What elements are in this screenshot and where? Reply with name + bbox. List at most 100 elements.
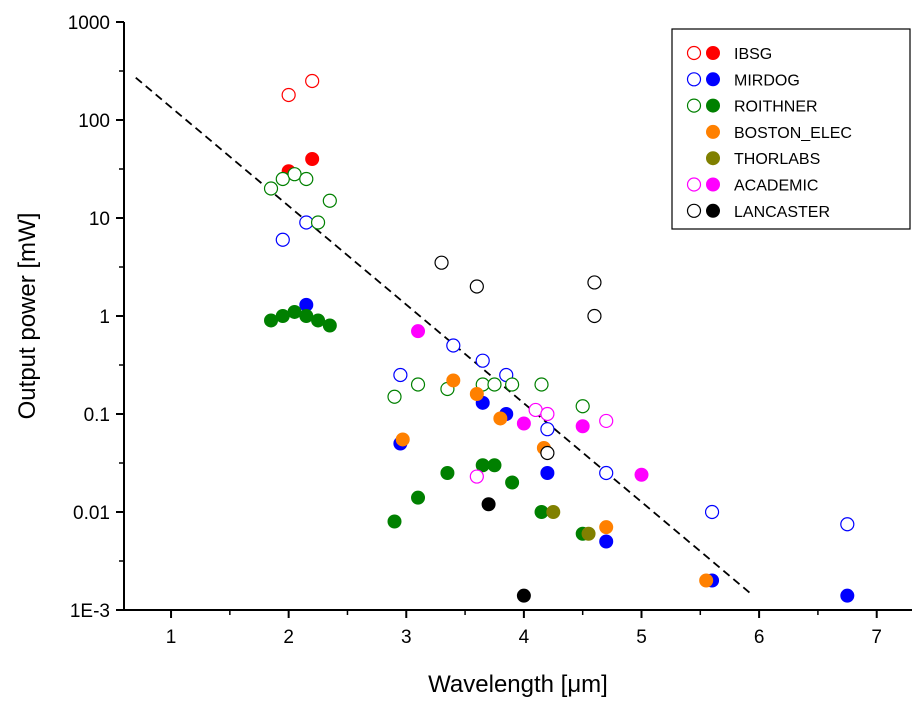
legend-label-lancaster: LANCASTER (734, 204, 830, 221)
point-lancaster-filled (516, 588, 531, 603)
x-tick-label: 5 (636, 627, 647, 648)
legend-marker-open-lancaster (686, 203, 702, 218)
point-roithner-filled (299, 309, 314, 323)
x-tick-label: 3 (401, 627, 412, 648)
point-academic-filled (516, 416, 531, 431)
point-roithner-filled (505, 475, 520, 490)
legend-marker-open-academic (686, 177, 702, 192)
point-boston-elec-filled (469, 386, 484, 401)
legend-label-academic: ACADEMIC (734, 178, 818, 195)
legend-marker-filled-mirdog (706, 72, 720, 87)
legend-marker-filled-academic (706, 177, 720, 192)
y-axis-title: Output power [mW] (14, 213, 41, 420)
legend-marker-open-ibsg (686, 45, 702, 61)
point-mirdog-open (704, 504, 720, 520)
legend-marker-filled-ibsg (706, 46, 720, 60)
point-mirdog-open (393, 367, 408, 383)
point-thorlabs-filled (581, 526, 596, 541)
point-roithner-open (387, 389, 402, 404)
y-tick-label: 1 (99, 307, 110, 328)
point-lancaster-open (469, 279, 484, 294)
point-roithner-filled (411, 490, 426, 505)
point-roithner-filled (387, 514, 402, 529)
point-roithner-filled (264, 313, 279, 328)
x-tick-label: 6 (754, 627, 765, 648)
point-boston-elec-filled (395, 432, 410, 447)
point-boston-elec-filled (599, 520, 614, 535)
point-roithner-open (322, 193, 337, 208)
legend-marker-filled-roithner (706, 98, 720, 113)
y-tick-label: 0.01 (73, 503, 110, 524)
trendline-dashed (135, 77, 754, 597)
x-axis: 1 2 3 4 5 6 7 (166, 610, 882, 648)
y-axis: 1E-3 0.01 0.1 1 10 100 1000 (68, 13, 124, 622)
point-mirdog-filled (540, 466, 555, 481)
point-mirdog-open (475, 353, 490, 368)
x-tick-label: 4 (519, 627, 530, 648)
point-lancaster-open (587, 308, 602, 324)
point-academic-open (528, 402, 543, 418)
legend-marker-open-roithner (686, 98, 702, 113)
point-roithner-open (310, 215, 326, 230)
point-mirdog-open (599, 465, 614, 481)
point-lancaster-open (587, 275, 602, 290)
x-tick-label: 2 (283, 627, 294, 648)
legend-label-ibsg: IBSG (734, 46, 772, 63)
point-mirdog-open (299, 215, 314, 230)
legend-marker-filled-thorlabs (706, 151, 720, 166)
point-roithner-open (534, 377, 549, 392)
point-mirdog-filled (840, 588, 855, 603)
legend-label-thorlabs: THORLABS (734, 151, 820, 168)
point-roithner-open (410, 377, 426, 392)
point-roithner-open (505, 377, 520, 392)
point-lancaster-filled (481, 497, 496, 512)
point-boston-elec-filled (446, 373, 461, 388)
point-academic-filled (575, 419, 590, 434)
point-roithner-open (575, 399, 590, 414)
point-roithner-filled (534, 505, 549, 519)
legend-marker-open-mirdog (686, 72, 702, 87)
x-tick-label: 1 (166, 627, 177, 648)
point-ibsg-open (281, 87, 296, 103)
point-roithner-open (487, 377, 502, 392)
legend-label-mirdog: MIRDOG (734, 72, 800, 89)
point-roithner-filled (322, 318, 337, 333)
point-academic-filled (411, 324, 426, 339)
data-points (263, 73, 855, 603)
point-mirdog-open (446, 338, 461, 353)
legend-label-boston-elec: BOSTON_ELEC (734, 125, 852, 142)
x-axis-title: Wavelength [μm] (428, 671, 608, 698)
trendline (135, 77, 754, 597)
point-mirdog-filled (599, 534, 614, 549)
legend: IBSG MIRDOG ROITHNER BOSTON_ELEC THORLABS ACA… (671, 28, 911, 230)
point-academic-open (469, 469, 484, 484)
y-tick-label: 1E-3 (70, 601, 110, 622)
point-ibsg-filled (305, 151, 320, 166)
point-lancaster-open (540, 445, 555, 461)
point-roithner-open (263, 181, 279, 196)
point-boston-elec-filled (493, 411, 508, 426)
point-mirdog-open (275, 232, 290, 247)
legend-marker-filled-boston-elec (706, 124, 720, 139)
point-roithner-filled (287, 304, 302, 319)
x-tick-label: 7 (871, 627, 882, 648)
point-lancaster-open (434, 255, 449, 270)
point-roithner-filled (311, 313, 326, 328)
point-thorlabs-filled (546, 505, 561, 519)
point-academic-open (599, 413, 614, 429)
point-mirdog-open (540, 422, 555, 437)
legend-label-roithner: ROITHNER (734, 99, 818, 116)
point-academic-filled (634, 467, 649, 482)
point-roithner-filled (275, 309, 290, 323)
point-ibsg-open (305, 73, 320, 89)
point-roithner-open (275, 171, 290, 187)
y-tick-label: 100 (78, 111, 110, 132)
point-roithner-filled (440, 466, 455, 481)
point-boston-elec-filled (699, 573, 714, 588)
legend-marker-filled-lancaster (706, 203, 720, 218)
y-tick-label: 10 (89, 209, 110, 230)
point-mirdog-open (840, 517, 855, 532)
point-roithner-filled (487, 458, 502, 473)
y-tick-label: 0.1 (84, 405, 110, 426)
point-roithner-open (287, 167, 302, 182)
